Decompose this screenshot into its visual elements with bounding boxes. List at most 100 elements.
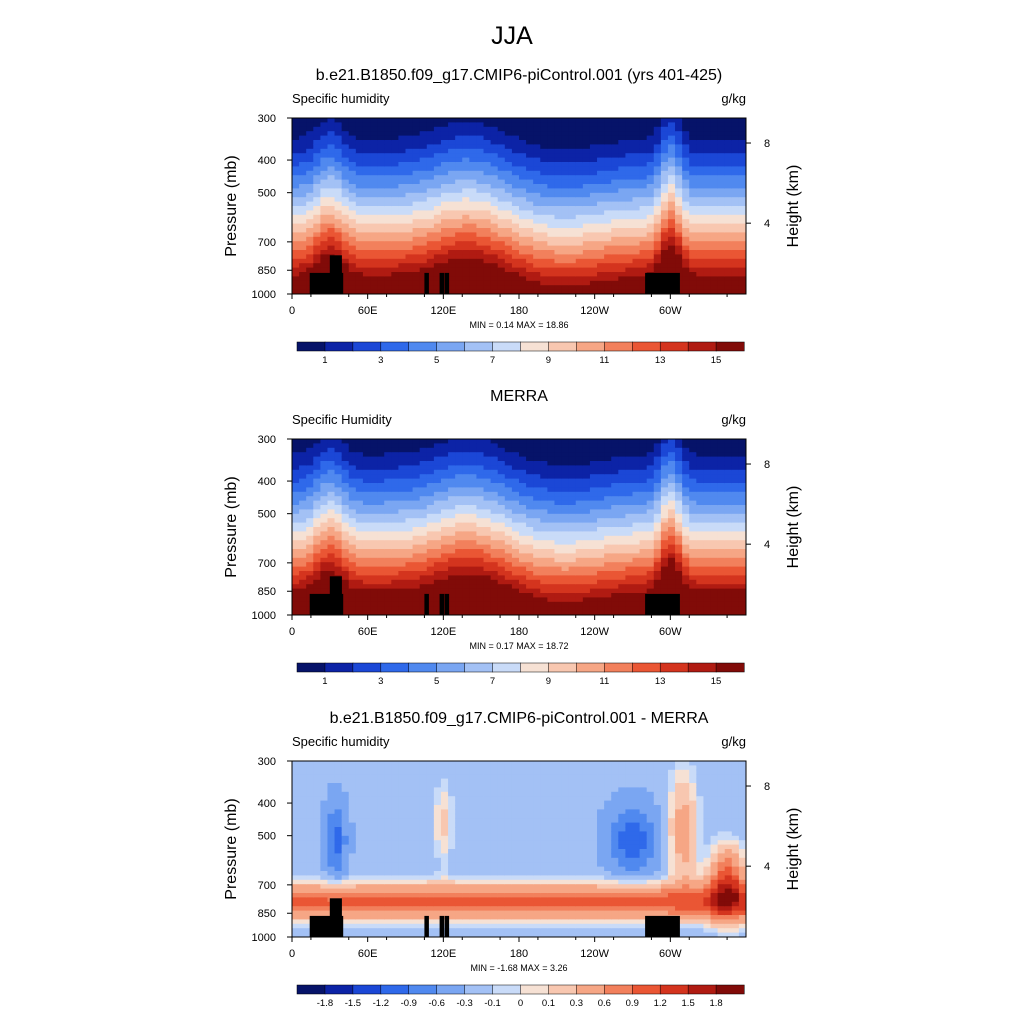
field-cell <box>483 597 492 603</box>
field-cell <box>299 241 307 247</box>
field-cell <box>476 505 485 510</box>
field-cell <box>384 157 392 163</box>
field-cell <box>597 610 605 615</box>
field-cell <box>675 531 683 537</box>
field-cell <box>391 228 399 233</box>
field-cell <box>646 579 655 585</box>
field-cell <box>327 122 336 128</box>
field-cell <box>504 254 513 260</box>
field-cell <box>313 478 321 484</box>
field-cell <box>483 527 492 532</box>
field-cell <box>377 153 385 159</box>
field-cell <box>660 148 669 154</box>
field-cell <box>540 584 548 590</box>
field-cell <box>377 566 385 572</box>
field-cell <box>653 522 662 528</box>
field-cell <box>568 500 577 506</box>
field-cell <box>377 166 385 172</box>
field-cell <box>419 126 428 132</box>
field-cell <box>341 544 350 550</box>
field-cell <box>504 197 513 203</box>
field-cell <box>526 518 534 524</box>
field-cell <box>646 122 655 128</box>
field-cell <box>554 491 563 497</box>
panel-title: MERRA <box>490 388 548 405</box>
field-cell <box>675 509 683 515</box>
field-cell <box>440 575 449 581</box>
field-cell <box>334 483 343 488</box>
field-cell <box>724 144 733 150</box>
field-cell <box>341 153 350 159</box>
field-cell <box>462 540 470 546</box>
field-cell <box>696 443 705 449</box>
field-cell <box>533 201 541 207</box>
field-cell <box>526 500 534 506</box>
field-cell <box>483 513 492 519</box>
field-cell <box>433 250 442 255</box>
field-cell <box>660 201 669 207</box>
field-cell <box>696 461 705 466</box>
field-cell <box>568 535 577 541</box>
field-cell <box>696 527 705 532</box>
field-cell <box>490 267 499 273</box>
field-cell <box>462 236 470 242</box>
field-cell <box>497 439 506 444</box>
field-cell <box>384 232 392 238</box>
field-cell <box>589 439 598 444</box>
field-cell <box>568 285 577 291</box>
field-cell <box>724 210 733 216</box>
field-cell <box>597 566 605 572</box>
field-cell <box>320 535 329 541</box>
field-cell <box>320 192 329 198</box>
field-cell <box>710 135 719 141</box>
field-cell <box>426 553 435 559</box>
field-cell <box>660 447 669 453</box>
field-cell <box>476 549 485 554</box>
field-cell <box>575 487 584 493</box>
field-cell <box>696 579 705 585</box>
field-cell <box>561 276 570 282</box>
field-cell <box>370 131 378 137</box>
field-cell <box>717 140 726 145</box>
field-cell <box>632 496 641 502</box>
field-cell <box>490 535 499 541</box>
field-cell <box>519 170 527 176</box>
field-cell <box>341 241 350 247</box>
field-cell <box>561 140 570 145</box>
field-cell <box>511 527 520 532</box>
field-cell <box>533 461 541 466</box>
field-cell <box>398 562 407 568</box>
field-cell <box>391 148 399 154</box>
field-cell <box>398 535 407 541</box>
field-cell <box>490 601 499 607</box>
field-cell <box>341 140 350 145</box>
field-cell <box>384 566 392 572</box>
field-cell <box>696 228 705 233</box>
field-cell <box>419 285 428 291</box>
field-cell <box>675 452 683 458</box>
field-cell <box>582 175 591 181</box>
field-cell <box>597 179 605 185</box>
field-cell <box>660 175 669 181</box>
field-cell <box>682 447 690 453</box>
field-cell <box>362 170 371 176</box>
field-cell <box>561 126 570 132</box>
field-cell <box>540 223 548 229</box>
field-cell <box>440 210 449 216</box>
field-cell <box>646 241 655 247</box>
field-cell <box>639 126 648 132</box>
field-cell <box>589 483 598 488</box>
field-cell <box>547 153 556 159</box>
field-cell <box>362 544 371 550</box>
field-cell <box>455 518 463 524</box>
field-cell <box>299 197 307 203</box>
field-cell <box>533 584 541 590</box>
field-cell <box>611 250 619 255</box>
field-cell <box>533 232 541 238</box>
field-cell <box>448 118 456 123</box>
field-cell <box>313 500 321 506</box>
field-cell <box>589 518 598 524</box>
field-cell <box>703 500 712 506</box>
field-cell <box>540 258 548 264</box>
field-cell <box>646 162 655 167</box>
